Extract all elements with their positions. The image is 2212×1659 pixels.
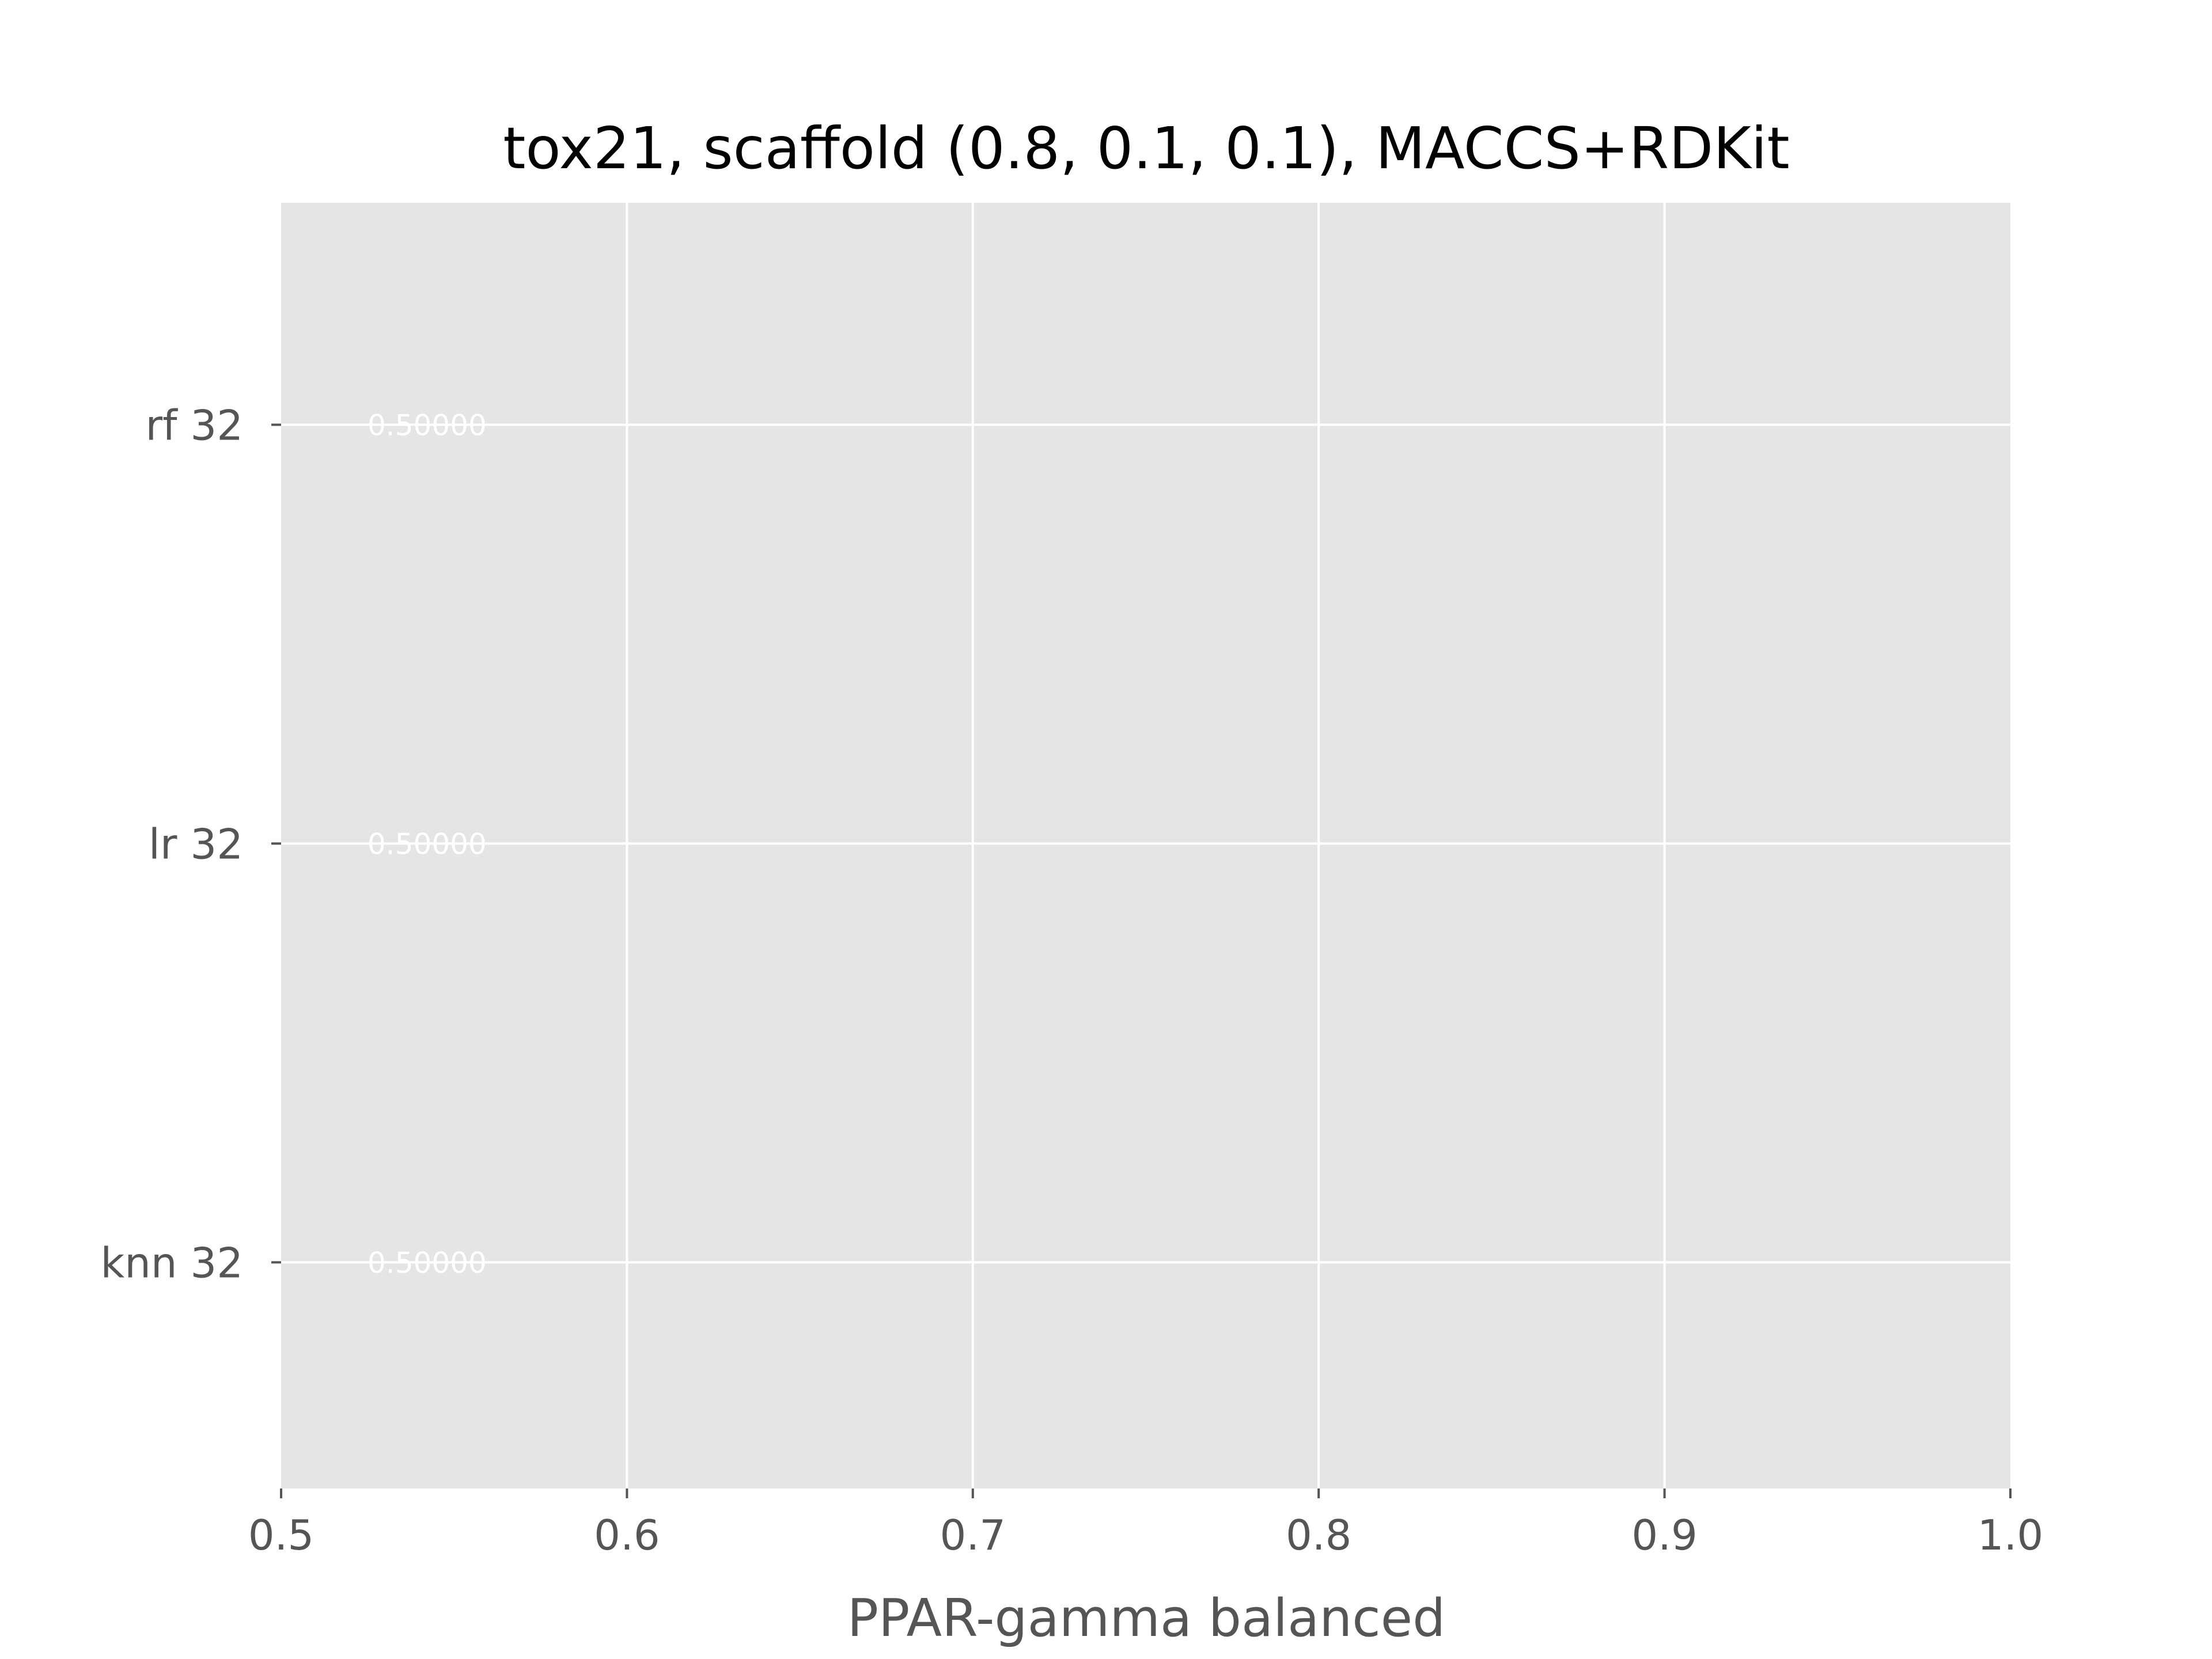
bar-value-label: 0.50000 [368,827,487,861]
y-tick-label: knn 32 [101,1238,243,1287]
x-tick-label: 1.0 [1978,1511,2044,1559]
x-axis-label: PPAR-gamma balanced [847,1588,1446,1649]
bar-value-label: 0.50000 [368,408,487,442]
y-tick-label: rf 32 [146,401,243,449]
chart-title: tox21, scaffold (0.8, 0.1, 0.1), MACCS+R… [503,115,1790,182]
x-tick-label: 0.8 [1286,1511,1352,1559]
vertical-gridlines [626,203,1666,1488]
value-labels: 0.50000 0.50000 0.50000 [368,408,487,1279]
plot-area [281,203,2010,1488]
x-tick-label: 0.9 [1631,1511,1698,1559]
y-axis-ticks: rf 32 lr 32 knn 32 [101,401,281,1287]
bar-value-label: 0.50000 [368,1246,487,1279]
x-tick-label: 0.7 [940,1511,1006,1559]
y-tick-label: lr 32 [149,820,243,868]
x-tick-label: 0.5 [248,1511,315,1559]
horizontal-gridlines [281,423,2010,1264]
x-tick-label: 0.6 [594,1511,660,1559]
x-axis-ticks: 0.5 0.6 0.7 0.8 0.9 1.0 [248,1488,2044,1559]
